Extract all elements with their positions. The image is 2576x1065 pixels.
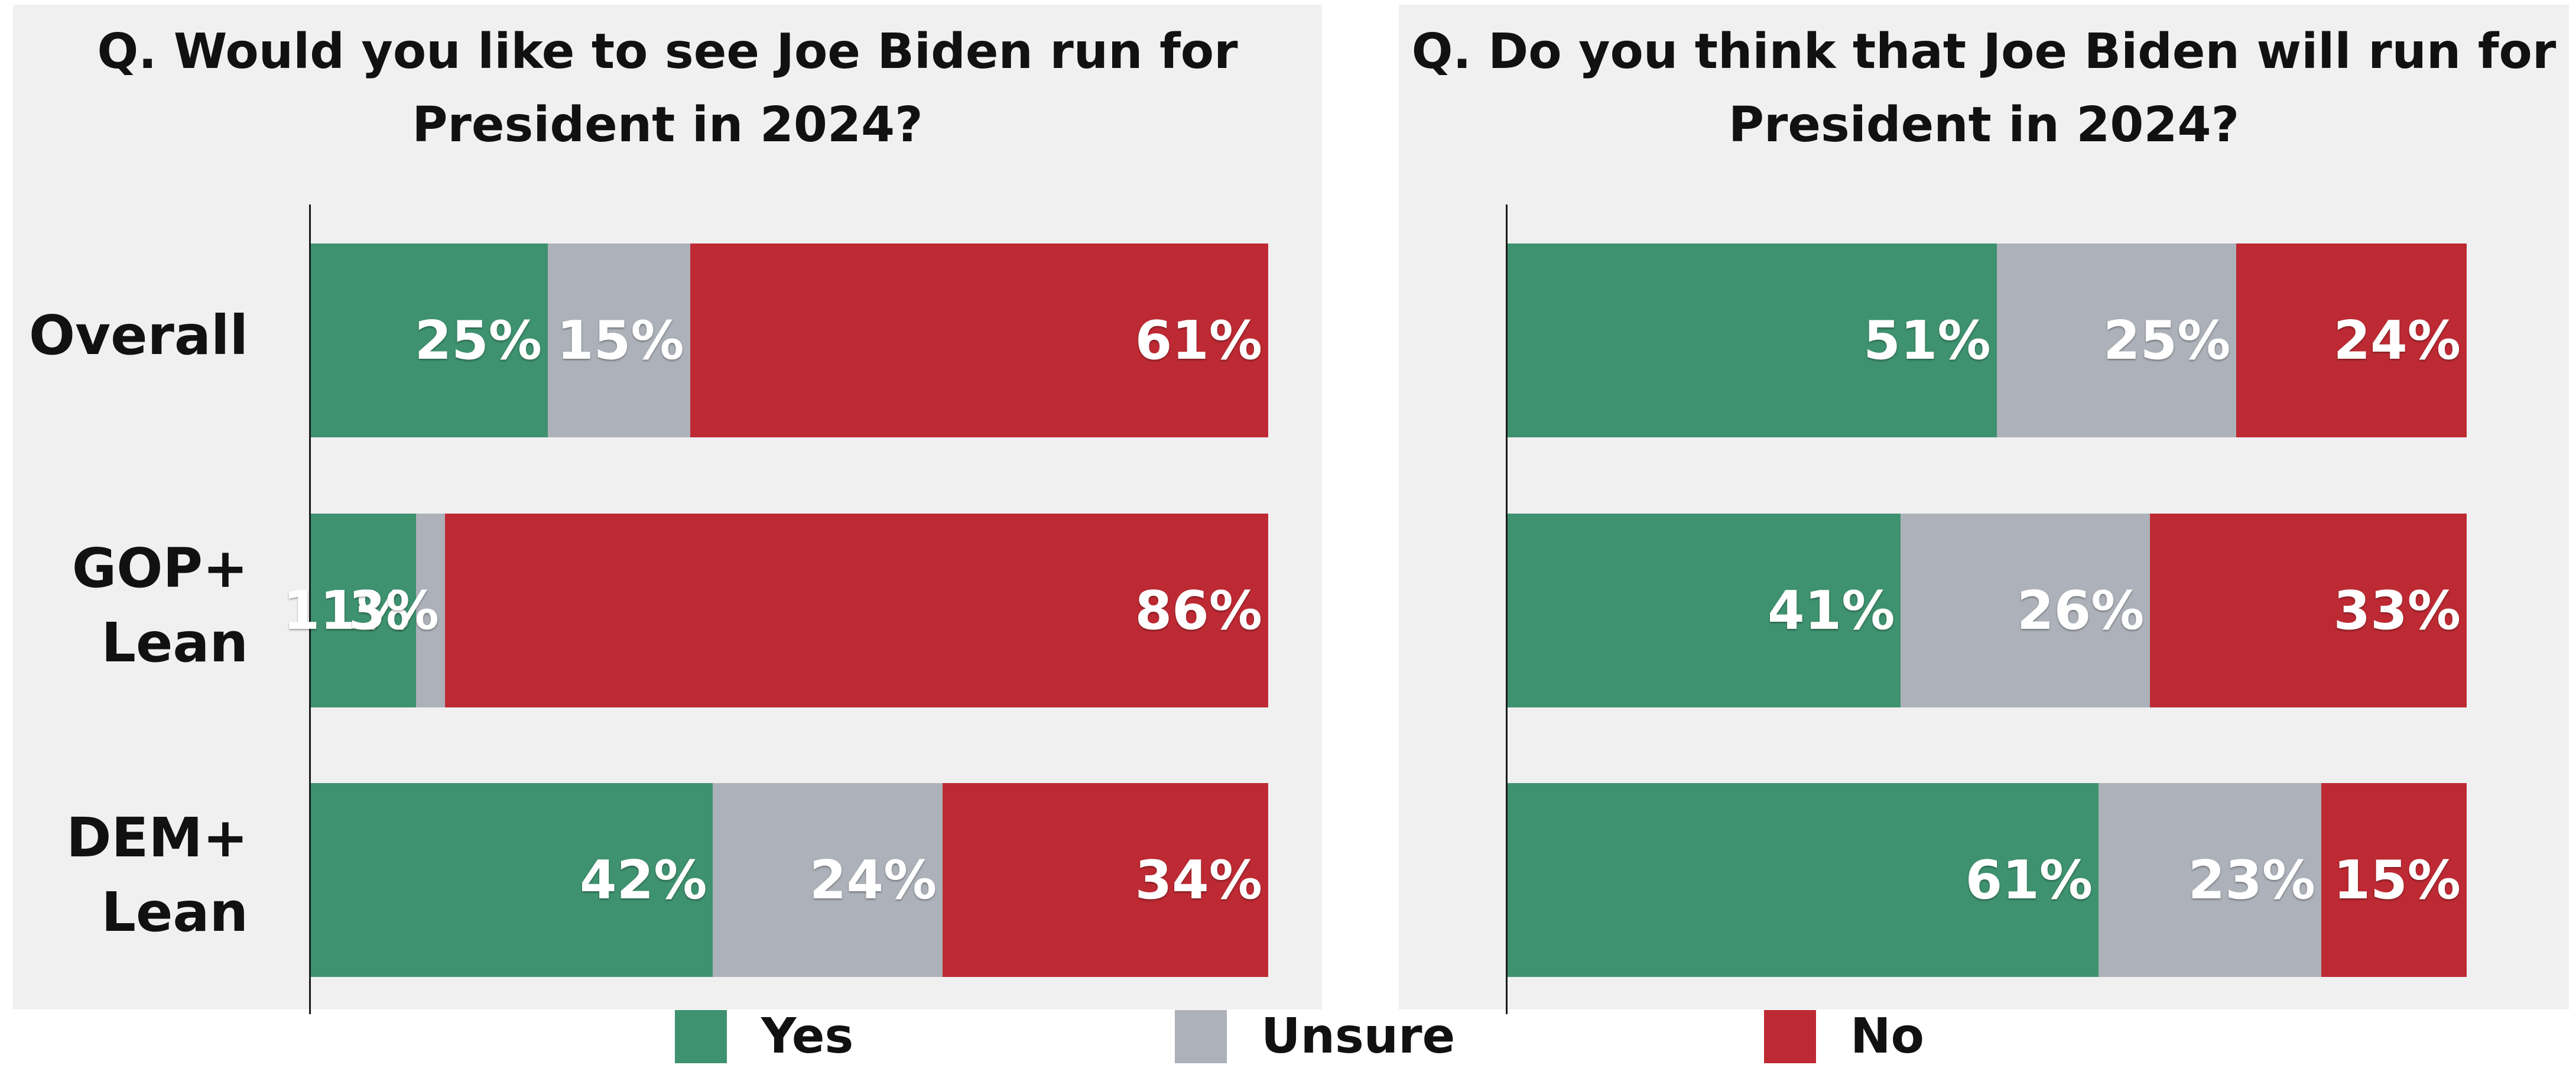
data-label: 41% — [1768, 579, 1895, 642]
bar-segment-yes: 61% — [1508, 783, 2099, 977]
category-label-line: Lean — [101, 611, 248, 674]
bar-segment-no: 33% — [2150, 514, 2467, 707]
data-label: 24% — [2333, 309, 2461, 372]
legend-label-no: No — [1850, 1008, 1924, 1064]
data-label: 15% — [2333, 849, 2461, 911]
bar-segment-unsure: 15% — [547, 243, 690, 437]
data-label: 25% — [414, 309, 542, 372]
legend-item-unsure: Unsure — [1175, 1008, 1455, 1065]
data-label: 24% — [809, 849, 937, 911]
data-label: 34% — [1135, 849, 1262, 911]
chart-title-line-1: Q. Would you like to see Joe Biden run f… — [97, 24, 1238, 80]
bar-segment-yes: 11% — [283, 514, 417, 707]
bar-segment-unsure: 25% — [1996, 243, 2237, 437]
legend: Yes Unsure No — [0, 1008, 2576, 1065]
chart-title-line-1: Q. Do you think that Joe Biden will run … — [1411, 24, 2556, 80]
legend-swatch-no — [1764, 1009, 1816, 1063]
chart-title-line-2: President in 2024? — [1728, 97, 2240, 153]
chart-title-line-2: President in 2024? — [412, 97, 923, 153]
bar-row: 25% 15% 61% — [311, 243, 1268, 437]
data-label: 51% — [1863, 309, 1991, 372]
bar-row: 51% 25% 24% — [1508, 243, 2467, 437]
chart-panel-left: Q. Would you like to see Joe Biden run f… — [13, 5, 1322, 1014]
data-label: 61% — [1965, 849, 2093, 911]
category-label-line: DEM+ — [66, 806, 248, 869]
data-label: 15% — [557, 309, 684, 372]
category-label: DEM+ Lean — [0, 801, 248, 950]
bar-segment-unsure: 24% — [713, 783, 943, 977]
bar-segment-unsure: 3% — [349, 514, 445, 707]
category-label-line: GOP+ — [72, 537, 248, 600]
legend-swatch-unsure — [1175, 1009, 1227, 1063]
legend-label-yes: Yes — [761, 1008, 854, 1064]
data-label: 61% — [1135, 309, 1262, 372]
data-label: 3% — [348, 579, 439, 642]
category-axis-line — [1506, 204, 1508, 1014]
category-label-line: Lean — [101, 881, 248, 944]
bar-segment-no: 24% — [2236, 243, 2467, 437]
data-label: 86% — [1135, 579, 1262, 642]
chart-title: Q. Would you like to see Joe Biden run f… — [13, 15, 1322, 162]
bar-segment-no: 61% — [690, 243, 1268, 437]
legend-label-unsure: Unsure — [1261, 1008, 1456, 1064]
bar-segment-unsure: 26% — [1901, 514, 2151, 707]
legend-item-yes: Yes — [675, 1008, 853, 1065]
bar-row: 41% 26% 33% — [1508, 514, 2467, 707]
data-label: 11% — [282, 579, 411, 642]
bar-segment-yes: 42% — [311, 783, 713, 977]
category-axis-line — [309, 204, 311, 1014]
bar-segment-yes: 51% — [1508, 243, 1997, 437]
chart-panel-right: Q. Do you think that Joe Biden will run … — [1399, 5, 2569, 1014]
bar-segment-yes: 41% — [1508, 514, 1901, 707]
bar-row: 42% 24% 34% — [311, 783, 1268, 977]
category-label: GOP+ Lean — [0, 531, 248, 680]
data-label: 23% — [2188, 849, 2316, 911]
bar-row: 61% 23% 15% — [1508, 783, 2467, 977]
data-label: 42% — [579, 849, 707, 911]
bar-row: 11% 3% 86% — [283, 514, 1268, 707]
chart-title: Q. Do you think that Joe Biden will run … — [1399, 15, 2569, 162]
category-label: Overall — [0, 298, 248, 373]
bar-segment-no: 15% — [2321, 783, 2467, 977]
data-label: 33% — [2333, 579, 2461, 642]
category-label-line: Overall — [28, 304, 248, 367]
bar-segment-yes: 25% — [311, 243, 548, 437]
data-label: 25% — [2103, 309, 2231, 372]
data-label: 26% — [2016, 579, 2145, 642]
legend-swatch-yes — [675, 1009, 727, 1063]
bar-segment-no: 86% — [444, 514, 1268, 707]
legend-item-no: No — [1764, 1008, 1924, 1065]
bar-segment-no: 34% — [943, 783, 1268, 977]
bar-segment-unsure: 23% — [2099, 783, 2322, 977]
